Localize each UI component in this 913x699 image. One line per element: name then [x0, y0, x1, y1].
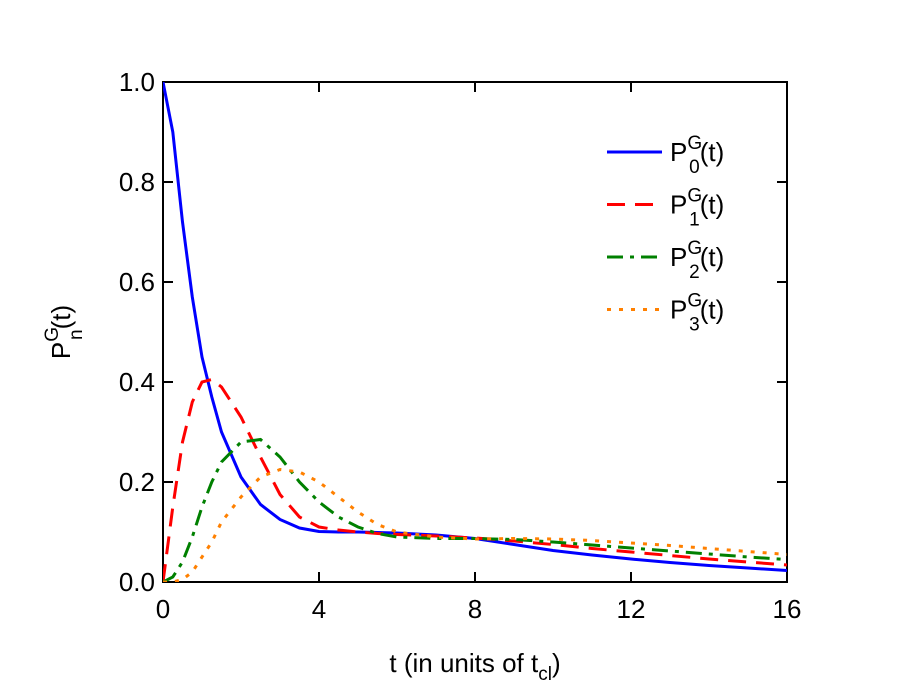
- legend-base: P: [670, 242, 687, 272]
- y-axis-label: PG n(t): [42, 305, 87, 359]
- y-tick-label: 0.0: [119, 567, 155, 597]
- x-axis-label: t (in units of tcl): [389, 648, 560, 685]
- x-tick-label: 16: [773, 594, 802, 624]
- legend-base: P: [670, 190, 687, 220]
- legend-entry: PG 2(t): [670, 238, 724, 283]
- legend-sup: G: [687, 133, 702, 154]
- legend-base: P: [670, 295, 687, 325]
- legend-entry: PG 1(t): [670, 186, 724, 231]
- x-label-text: t (in units of t: [389, 648, 539, 678]
- legend-rest: (t): [700, 242, 725, 272]
- x-tick-label: 8: [468, 594, 482, 624]
- legend-sub: 3: [689, 315, 700, 336]
- legend-base: P: [670, 137, 687, 167]
- y-tick-label: 0.6: [119, 267, 155, 297]
- y-tick-label: 0.4: [119, 367, 155, 397]
- x-label-rest: ): [552, 648, 561, 678]
- x-tick-label: 12: [617, 594, 646, 624]
- legend-sub: 2: [689, 262, 700, 283]
- legend-sub: 0: [689, 157, 700, 178]
- series-line: [163, 377, 787, 582]
- y-tick-label: 0.8: [119, 167, 155, 197]
- x-tick-label: 0: [156, 594, 170, 624]
- legend-rest: (t): [700, 137, 725, 167]
- y-label-base: P: [46, 342, 76, 359]
- x-label-sub: cl: [538, 664, 552, 685]
- y-label-rest: (t): [46, 305, 76, 330]
- y-label-sup: G: [42, 327, 63, 342]
- legend-rest: (t): [700, 295, 725, 325]
- legend-sup: G: [687, 238, 702, 259]
- y-label-sub: n: [66, 329, 87, 340]
- legend-entry: PG 0(t): [670, 133, 724, 178]
- y-tick-label: 1.0: [119, 67, 155, 97]
- legend-sub: 1: [689, 210, 700, 231]
- x-tick-label: 4: [312, 594, 326, 624]
- series-line: [163, 437, 787, 582]
- legend-sup: G: [687, 186, 702, 207]
- legend-rest: (t): [700, 190, 725, 220]
- legend-entry: PG 3(t): [670, 291, 724, 336]
- legend-sup: G: [687, 291, 702, 312]
- y-tick-label: 0.2: [119, 467, 155, 497]
